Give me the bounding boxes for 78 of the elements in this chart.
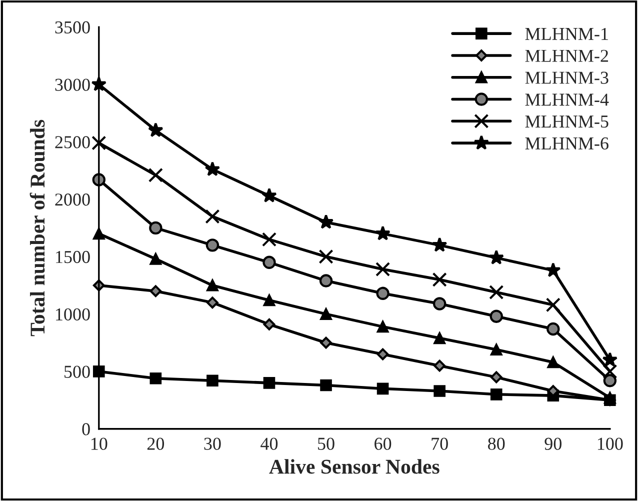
point [490, 344, 502, 356]
point [489, 284, 504, 300]
point [204, 161, 220, 176]
x-tick-label: 20 [147, 438, 164, 450]
point [376, 348, 389, 360]
point [206, 374, 218, 387]
point [488, 250, 504, 264]
x-tick-label: 30 [204, 438, 221, 450]
point [490, 388, 502, 400]
point [319, 274, 333, 288]
point [376, 286, 390, 300]
y-tick-label: 0 [82, 423, 90, 436]
point [263, 318, 276, 330]
y-tick-label: 1000 [56, 308, 90, 320]
x-tick-label: 50 [318, 438, 334, 450]
x-tick-label: 90 [544, 438, 562, 450]
point [490, 310, 503, 323]
legend-label: MLHNM-2 [525, 50, 608, 62]
x-tick-label: 40 [260, 438, 278, 450]
y-tick-label: 2000 [55, 194, 90, 206]
x-tick-label: 60 [374, 438, 392, 450]
point [263, 294, 276, 306]
legend-label: MLHNM-3 [525, 72, 608, 84]
point [262, 188, 277, 202]
point [432, 297, 446, 310]
point [150, 372, 162, 384]
point [434, 385, 446, 397]
point [318, 249, 334, 264]
point [376, 382, 389, 395]
legend-label: MLHNM-4 [525, 94, 609, 106]
y-tick-label: 1500 [56, 250, 90, 264]
legend-label: MLHNM-6 [525, 137, 608, 150]
point [262, 256, 276, 269]
legend-label: MLHNM-1 [525, 28, 608, 40]
point [547, 356, 560, 368]
point [92, 136, 106, 150]
x-tick-label: 80 [488, 438, 505, 450]
point [432, 237, 448, 252]
point [546, 298, 560, 312]
point [320, 379, 332, 392]
point [206, 279, 218, 292]
point [602, 352, 618, 367]
y-tick-label: 2500 [55, 136, 90, 148]
y-tick-label: 3500 [55, 21, 90, 34]
point [205, 209, 220, 224]
point [206, 238, 220, 252]
point [490, 371, 502, 384]
point [263, 377, 276, 389]
point [546, 322, 560, 336]
point [376, 320, 389, 333]
point [148, 168, 163, 182]
point [262, 232, 277, 247]
x-tick-label: 10 [91, 438, 108, 450]
point [150, 253, 162, 265]
point [602, 364, 618, 379]
point [604, 392, 616, 404]
point [376, 262, 390, 277]
point [148, 122, 164, 138]
point [320, 336, 332, 349]
point [318, 214, 334, 229]
point [603, 374, 617, 388]
y-tick-label: 500 [64, 366, 90, 378]
point [375, 226, 390, 240]
point [432, 272, 447, 287]
x-axis-title: Alive Sensor Nodes [269, 459, 440, 474]
point [206, 296, 218, 309]
x-tick-label: 100 [598, 438, 623, 450]
legend-label: MLHNM-5 [525, 116, 608, 128]
y-axis-title: Total number of Rounds [30, 120, 45, 336]
point [149, 221, 162, 235]
point [92, 366, 105, 378]
x-tick-label: 70 [432, 438, 448, 450]
point [320, 308, 332, 320]
point [150, 285, 162, 298]
y-tick-label: 3000 [55, 78, 90, 91]
point [434, 332, 446, 344]
point [434, 360, 446, 372]
point [545, 262, 561, 278]
